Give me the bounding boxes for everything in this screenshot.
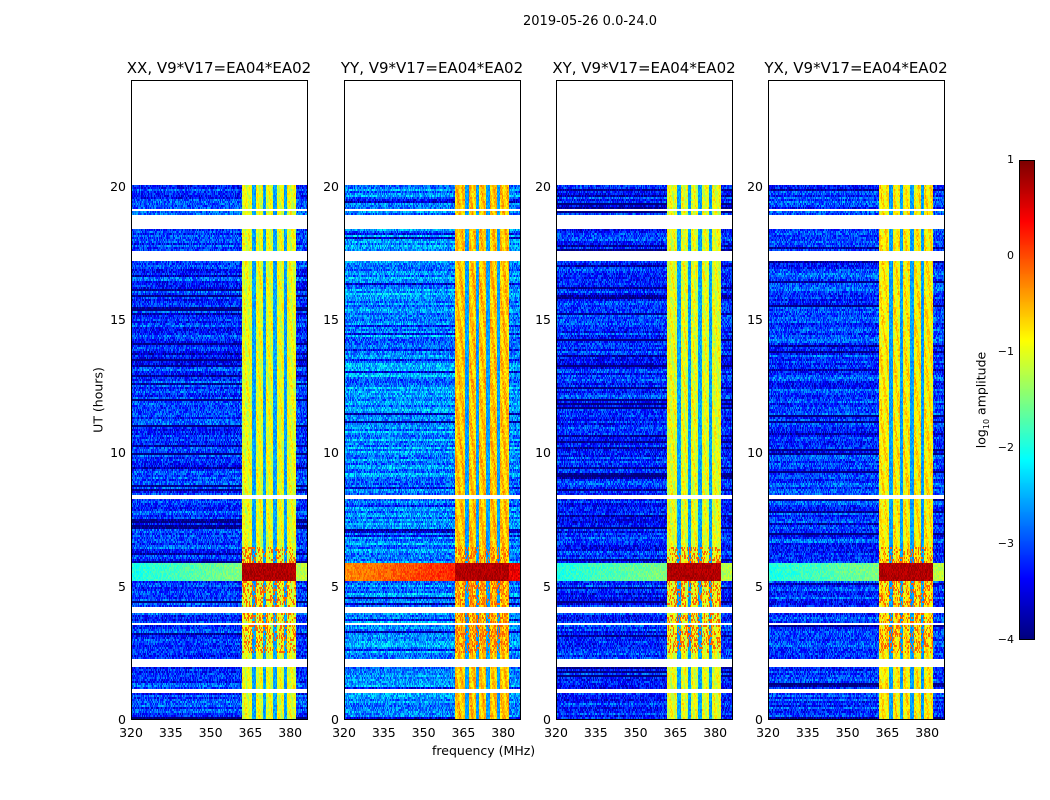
y-tick-label: 15 [323, 312, 339, 327]
y-tick-label: 0 [543, 712, 551, 727]
x-tick-label: 335 [583, 725, 608, 740]
x-tick-label: 320 [119, 725, 143, 740]
y-tick-label: 10 [110, 445, 126, 461]
colorbar [1019, 160, 1035, 640]
x-tick-label: 335 [371, 725, 396, 740]
panel-title: YY, V9*V17=EA04*EA02 [340, 59, 524, 77]
heatmap-panel [131, 80, 308, 720]
x-tick-label: 350 [623, 725, 648, 740]
colorbar-tick-label: −4 [997, 633, 1014, 646]
heatmap-image [345, 81, 520, 719]
panel-title: XY, V9*V17=EA04*EA02 [552, 59, 736, 77]
colorbar-label-rest: amplitude [973, 351, 989, 419]
panel-title: XX, V9*V17=EA04*EA02 [126, 59, 312, 77]
colorbar-label: log10 amplitude [973, 352, 991, 448]
y-tick-label: 15 [535, 312, 551, 327]
y-tick-label: 5 [118, 578, 126, 594]
y-axis-label: UT (hours) [90, 367, 106, 433]
x-tick-label: 365 [238, 725, 263, 740]
colorbar-tick-label: −2 [997, 441, 1014, 454]
y-tick-label: 10 [747, 445, 763, 461]
x-tick-label: 335 [158, 725, 183, 740]
x-tick-label: 335 [795, 725, 820, 740]
heatmap-panel [768, 80, 945, 720]
heatmap-image [132, 81, 307, 719]
x-tick-label: 350 [198, 725, 223, 740]
y-tick-label: 0 [331, 712, 339, 727]
y-tick-label: 20 [535, 178, 551, 194]
y-tick-label: 20 [747, 178, 763, 194]
colorbar-label-main: log [973, 429, 989, 449]
heatmap-image [769, 81, 944, 719]
x-tick-label: 350 [835, 725, 860, 740]
x-tick-label: 380 [915, 725, 940, 740]
x-tick-label: 365 [663, 725, 688, 740]
colorbar-label-sub: 10 [981, 418, 991, 430]
x-tick-label: 320 [332, 725, 356, 740]
x-tick-label: 380 [278, 725, 303, 740]
y-tick-label: 5 [331, 578, 339, 594]
heatmap-image [557, 81, 732, 719]
x-tick-label: 380 [703, 725, 728, 740]
y-tick-label: 0 [755, 712, 763, 727]
x-tick-label: 365 [451, 725, 476, 740]
x-tick-label: 320 [756, 725, 780, 740]
x-axis-label: frequency (MHz) [432, 743, 536, 758]
heatmap-panel [556, 80, 733, 720]
panel-title: YX, V9*V17=EA04*EA02 [764, 59, 948, 77]
y-tick-label: 0 [118, 712, 126, 727]
y-tick-label: 15 [747, 312, 763, 327]
x-tick-label: 365 [875, 725, 900, 740]
colorbar-tick-label: −1 [997, 345, 1014, 358]
x-tick-label: 380 [491, 725, 516, 740]
figure-title: 2019-05-26 0.0-24.0 [523, 14, 657, 29]
colorbar-tick-label: 0 [1007, 249, 1014, 262]
y-tick-label: 10 [323, 445, 339, 461]
y-tick-label: 20 [323, 178, 339, 194]
colorbar-tick-label: 1 [1007, 153, 1014, 166]
y-tick-label: 5 [543, 578, 551, 594]
y-tick-label: 5 [755, 578, 763, 594]
y-tick-label: 10 [535, 445, 551, 461]
colorbar-tick-label: −3 [997, 537, 1014, 550]
x-tick-label: 320 [544, 725, 568, 740]
heatmap-panel [344, 80, 521, 720]
x-tick-label: 350 [411, 725, 436, 740]
y-tick-label: 20 [110, 178, 126, 194]
y-tick-label: 15 [110, 312, 126, 327]
